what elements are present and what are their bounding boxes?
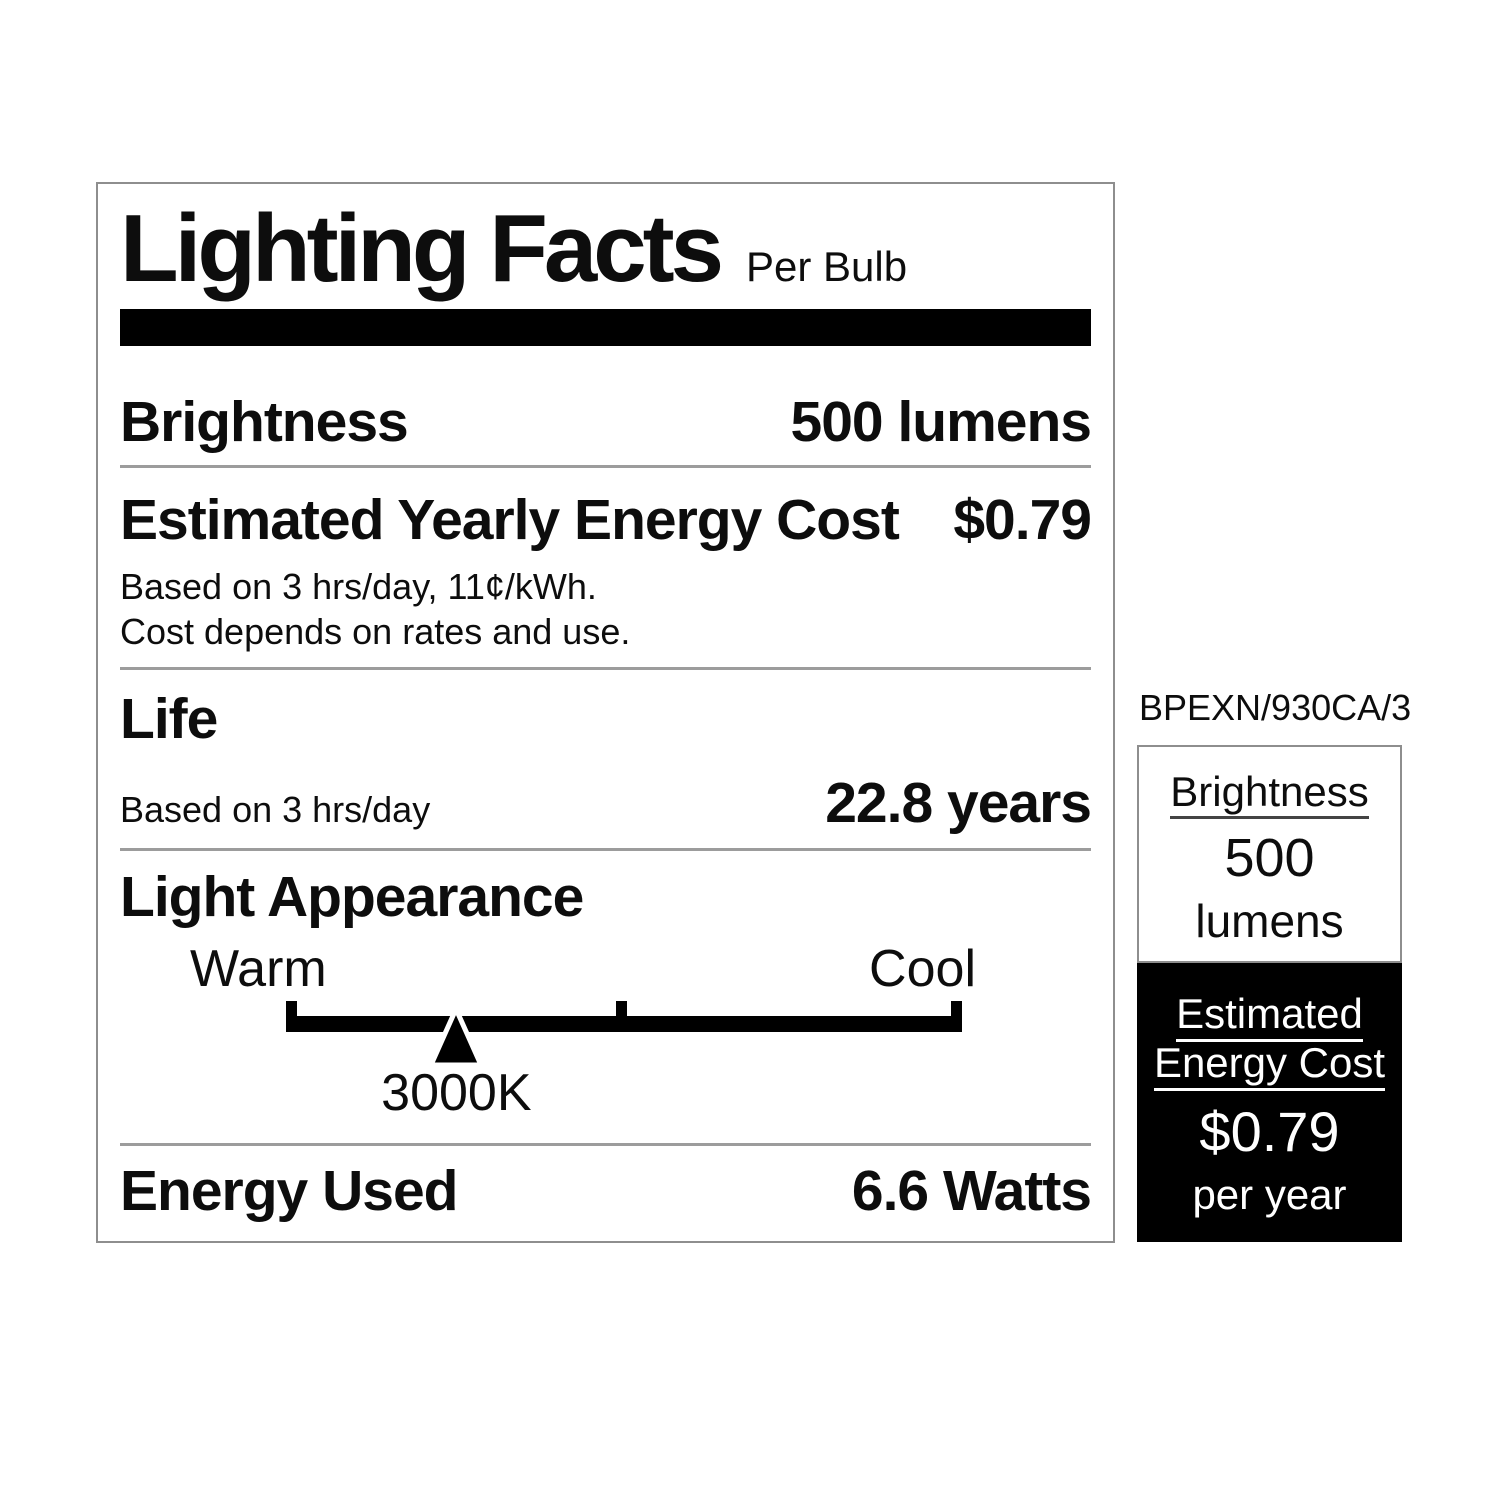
brightness-box-unit: lumens xyxy=(1195,895,1344,947)
scale-bar xyxy=(286,1016,962,1032)
scale-track: 3000K xyxy=(286,1001,962,1131)
energy-cost-label: Estimated Yearly Energy Cost xyxy=(120,488,900,552)
light-appearance-row: Light Appearance xyxy=(120,867,1091,927)
cost-box-value: $0.79 xyxy=(1199,1100,1340,1163)
divider xyxy=(120,667,1091,670)
life-label: Life xyxy=(120,687,218,751)
divider xyxy=(120,1143,1091,1146)
energy-cost-note-2: Cost depends on rates and use. xyxy=(120,611,631,652)
brightness-label: Brightness xyxy=(120,390,409,454)
brightness-value: 500 lumens xyxy=(790,390,1092,454)
brightness-box-value: 500 xyxy=(1224,828,1315,888)
life-row: Life xyxy=(120,689,1091,749)
energy-cost-row: Estimated Yearly Energy Cost $0.79 xyxy=(120,488,1092,552)
energy-used-label: Energy Used xyxy=(120,1159,458,1223)
life-value-row: Based on 3 hrs/day 22.8 years xyxy=(120,771,1092,835)
light-appearance-label: Light Appearance xyxy=(120,865,584,929)
warm-cool-row: Warm Cool xyxy=(120,943,1091,995)
color-temperature-scale: 3000K xyxy=(120,1001,1091,1131)
label-header: Lighting Facts Per Bulb xyxy=(120,198,1091,299)
model-number: BPEXN/930CA/3 xyxy=(1139,687,1412,728)
cost-box-title-line1: Estimated xyxy=(1137,963,1402,1042)
cost-box-title-line2: Energy Cost xyxy=(1137,1038,1402,1091)
side-summary-panel: BPEXN/930CA/3 Brightness 500 lumens Esti… xyxy=(1137,687,1412,1242)
energy-cost-value: $0.79 xyxy=(953,488,1092,552)
side-energy-cost-box: Estimated Energy Cost $0.79 per year xyxy=(1137,963,1402,1242)
title-separator-bar xyxy=(120,309,1091,346)
kelvin-value: 3000K xyxy=(381,1064,532,1122)
triangle-marker-icon xyxy=(427,1002,486,1068)
cost-box-unit: per year xyxy=(1192,1171,1347,1218)
divider xyxy=(120,848,1091,851)
life-value: 22.8 years xyxy=(825,771,1092,835)
brightness-row: Brightness 500 lumens xyxy=(120,390,1092,454)
brightness-box-title: Brightness xyxy=(1139,768,1400,819)
cool-label: Cool xyxy=(869,940,976,998)
life-note: Based on 3 hrs/day xyxy=(120,789,431,830)
warm-label: Warm xyxy=(190,940,327,998)
energy-cost-notes: Based on 3 hrs/day, 11¢/kWh. Cost depend… xyxy=(120,564,1091,654)
label-subtitle: Per Bulb xyxy=(745,243,908,290)
energy-used-value: 6.6 Watts xyxy=(851,1159,1092,1223)
side-brightness-box: Brightness 500 lumens xyxy=(1137,745,1402,963)
energy-used-row: Energy Used 6.6 Watts xyxy=(120,1159,1092,1223)
lighting-facts-label: Lighting Facts Per Bulb Brightness 500 l… xyxy=(96,182,1115,1243)
divider xyxy=(120,465,1091,468)
energy-cost-note-1: Based on 3 hrs/day, 11¢/kWh. xyxy=(120,566,597,607)
label-title: Lighting Facts xyxy=(120,195,724,302)
